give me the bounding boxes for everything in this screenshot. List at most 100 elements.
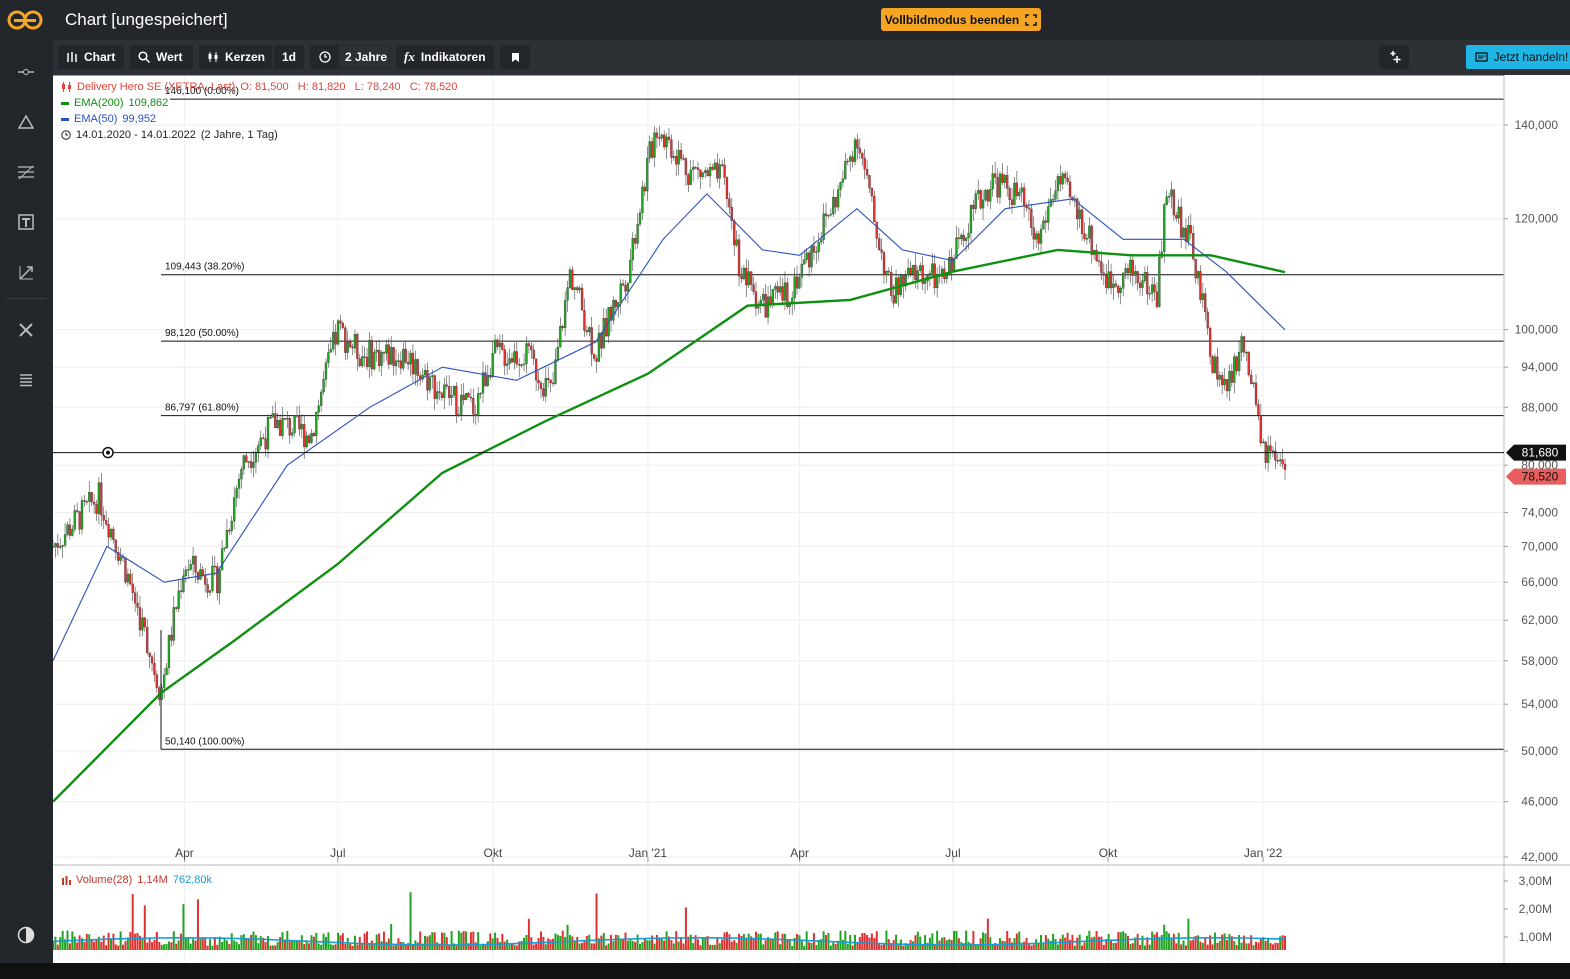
volume-bar bbox=[445, 937, 448, 950]
candle-body bbox=[885, 270, 888, 275]
magic-tool-button[interactable] bbox=[1379, 45, 1409, 69]
candle-body bbox=[266, 417, 270, 450]
app-logo-icon[interactable] bbox=[6, 9, 44, 31]
candle-body bbox=[1170, 189, 1173, 197]
ema50-value: 99,952 bbox=[122, 113, 157, 125]
candle-body bbox=[1010, 199, 1014, 205]
chart-menu-button[interactable]: Chart bbox=[58, 45, 124, 69]
volume-bar bbox=[1117, 932, 1120, 950]
volume-bar bbox=[508, 943, 511, 950]
volume-bar bbox=[588, 934, 591, 950]
candle-body bbox=[800, 263, 804, 278]
candle-body bbox=[303, 424, 306, 448]
volume-bar bbox=[247, 938, 250, 950]
candle-body bbox=[1095, 250, 1098, 261]
volume-bar bbox=[506, 939, 509, 950]
price-chart[interactable]: 146,100 (0.00%) 109,443 (38.20%) 98,120 (5… bbox=[53, 75, 1570, 963]
volume-bar bbox=[1250, 935, 1253, 950]
candle-body bbox=[1047, 206, 1050, 223]
volume-bar bbox=[622, 938, 625, 950]
candle-body bbox=[334, 331, 337, 345]
candle-body bbox=[1167, 196, 1171, 198]
volume-bar bbox=[921, 943, 924, 950]
volume-bar bbox=[395, 944, 398, 950]
volume-bar bbox=[136, 933, 139, 950]
volume-bar bbox=[829, 945, 832, 950]
candle-body bbox=[1257, 404, 1260, 416]
candle-body bbox=[1225, 379, 1229, 392]
candle-body bbox=[433, 375, 436, 399]
price-tick-label: 140,000 bbox=[1515, 118, 1559, 132]
fib-level-label: 146,100 (0.00%) bbox=[165, 86, 239, 97]
candle-body bbox=[148, 652, 151, 657]
volume-bar bbox=[735, 942, 738, 950]
volume-bar bbox=[271, 945, 274, 950]
candle-body bbox=[291, 432, 294, 436]
candle-body bbox=[382, 352, 386, 354]
volume-bar bbox=[967, 941, 970, 950]
settings-tools-icon[interactable] bbox=[14, 318, 38, 342]
fibonacci-tool-icon[interactable] bbox=[14, 160, 38, 184]
volume-bar bbox=[943, 937, 946, 950]
volume-bar bbox=[1184, 945, 1187, 950]
volume-bar bbox=[170, 942, 173, 950]
candle-body bbox=[1097, 260, 1101, 262]
annotation-tool-icon[interactable] bbox=[14, 260, 38, 284]
list-icon[interactable] bbox=[14, 368, 38, 392]
candle-body bbox=[184, 569, 188, 577]
candle-body bbox=[129, 573, 132, 585]
price-tick-label: 46,000 bbox=[1521, 795, 1558, 809]
volume-bar bbox=[1151, 931, 1154, 950]
candle-body bbox=[578, 287, 581, 291]
candle-body bbox=[682, 158, 685, 160]
chart-area[interactable]: 146,100 (0.00%) 109,443 (38.20%) 98,120 (5… bbox=[53, 75, 1570, 963]
exit-fullscreen-button[interactable]: Vollbildmodus beenden bbox=[881, 8, 1041, 31]
volume-bar bbox=[926, 942, 929, 950]
volume-bar bbox=[228, 944, 231, 950]
candle-body bbox=[602, 318, 605, 349]
volume-bar bbox=[892, 939, 895, 950]
volume-bar bbox=[1155, 932, 1158, 950]
volume-tick-label: 3,00M bbox=[1519, 874, 1552, 888]
candle-body bbox=[199, 569, 202, 580]
candle-body bbox=[426, 370, 429, 391]
window-title: Chart [ungespeichert] bbox=[65, 10, 228, 29]
candle-body bbox=[1216, 356, 1219, 380]
candle-body bbox=[368, 340, 371, 367]
trade-now-button[interactable]: Jetzt handeln! bbox=[1466, 45, 1570, 69]
candle-body bbox=[974, 193, 977, 209]
interval-button[interactable]: 1d bbox=[274, 45, 304, 69]
search-instrument-button[interactable]: Wert bbox=[130, 45, 193, 69]
volume-bar bbox=[484, 944, 487, 950]
chart-type-button[interactable]: Kerzen bbox=[199, 45, 272, 69]
volume-bar bbox=[56, 944, 59, 950]
indicators-button[interactable]: fx Indikatoren bbox=[396, 45, 494, 69]
volume-bar bbox=[90, 940, 93, 950]
volume-legend[interactable]: Volume(28) 1,14M 762,80k bbox=[61, 874, 212, 886]
theme-toggle-icon[interactable] bbox=[14, 923, 38, 947]
candle-body bbox=[846, 160, 849, 163]
candle-body bbox=[1172, 189, 1176, 216]
volume-bar bbox=[68, 943, 71, 950]
text-tool-icon[interactable] bbox=[14, 210, 38, 234]
candle-body bbox=[189, 564, 192, 570]
triangle-tool-icon[interactable] bbox=[14, 110, 38, 134]
volume-bar bbox=[706, 936, 709, 950]
volume-bar bbox=[1281, 935, 1284, 950]
volume-bar bbox=[1122, 931, 1125, 950]
time-tick-label: Apr bbox=[175, 846, 194, 860]
candle-body bbox=[718, 164, 721, 179]
candle-body bbox=[539, 382, 543, 389]
line-tool-icon[interactable] bbox=[14, 60, 38, 84]
time-range-button[interactable]: 2 Jahre bbox=[310, 45, 390, 69]
candle-body bbox=[455, 386, 458, 415]
volume-bar bbox=[754, 931, 757, 950]
ema200-legend[interactable]: EMA(200) 109,862 bbox=[61, 97, 171, 109]
instrument-legend[interactable]: Delivery Hero SE (XETRA, Last) O: 81,500… bbox=[61, 81, 457, 93]
ema50-legend[interactable]: EMA(50) 99,952 bbox=[61, 113, 156, 125]
volume-bar bbox=[204, 938, 207, 950]
volume-bar bbox=[177, 940, 180, 950]
bookmark-button[interactable] bbox=[500, 45, 530, 69]
candle-body bbox=[1030, 208, 1033, 228]
volume-bar bbox=[704, 938, 707, 950]
